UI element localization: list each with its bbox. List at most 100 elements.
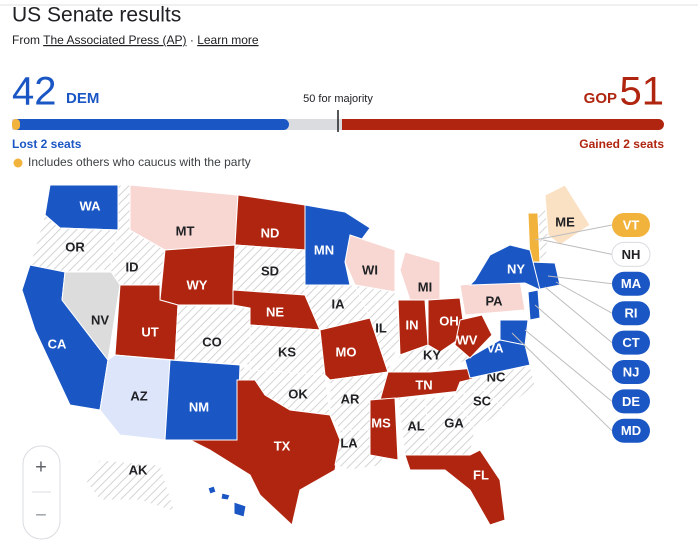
map: WA OR CA NV ID MT WY UT CO AZ NM ND SD NE KS OK TX MN IA MO… <box>21 184 651 526</box>
state-label: IL <box>375 320 387 335</box>
dem-party: DEM <box>66 90 99 107</box>
callout-line <box>511 332 613 432</box>
state-shape <box>234 194 306 251</box>
callout-label: DE <box>622 394 640 409</box>
state-label: HI <box>207 500 220 515</box>
dem-seats: 42 <box>12 70 57 114</box>
state-label: LA <box>340 435 358 450</box>
callout-pill <box>612 271 650 296</box>
majority-label: 50 for majority <box>303 93 373 105</box>
state-label: ID <box>126 259 139 274</box>
callout-label: NH <box>622 247 641 262</box>
state-label: CA <box>48 336 67 351</box>
state-label: OH <box>439 313 459 328</box>
state-label: NY <box>507 261 525 276</box>
callout-pill <box>612 213 650 237</box>
state-shape <box>464 339 531 379</box>
state-shape <box>159 244 236 306</box>
state-label: TN <box>415 377 432 392</box>
callout-pill <box>611 241 651 267</box>
state-label: AL <box>407 418 424 433</box>
bar-dem <box>12 119 289 130</box>
state-label: IN <box>406 317 419 332</box>
state-label: MS <box>371 415 391 430</box>
callout-line <box>544 286 613 343</box>
state-label: ND <box>261 225 280 240</box>
state-label: MO <box>336 344 357 359</box>
state-shape <box>233 501 247 518</box>
title: US Senate results <box>12 4 181 27</box>
state-label: AK <box>129 462 148 477</box>
callout-pill <box>612 301 650 326</box>
state-label: OK <box>288 386 308 401</box>
state-label: CO <box>202 334 222 349</box>
bar-others <box>12 119 20 130</box>
callout-label: MA <box>621 276 642 291</box>
state-label: MT <box>176 223 195 238</box>
state-label: FL <box>473 467 489 482</box>
state-label: GA <box>444 415 464 430</box>
state-label: ME <box>555 214 575 229</box>
state-shape <box>369 397 399 461</box>
callout-pill <box>612 418 650 443</box>
callout-line <box>547 275 613 285</box>
state-label: SD <box>261 263 279 278</box>
state-label: WY <box>187 277 208 292</box>
state-label: AZ <box>130 388 147 403</box>
state-label: WV <box>457 332 478 347</box>
state-shape <box>454 314 493 359</box>
state-shape <box>189 379 341 526</box>
source-link[interactable]: The Associated Press (AP) <box>43 33 186 47</box>
state-shape <box>84 459 176 513</box>
callout-line <box>524 329 613 402</box>
state-label: WA <box>80 198 102 213</box>
state-shape <box>424 394 476 456</box>
state-label: NV <box>91 312 109 327</box>
state-shape <box>387 344 471 373</box>
state-shape <box>537 203 549 263</box>
zoom-control: + − <box>22 445 61 540</box>
callout-label: CT <box>622 335 639 350</box>
state-shape <box>207 485 217 495</box>
callout-label: NJ <box>623 364 640 379</box>
callout-pill <box>612 360 650 384</box>
state-label: MI <box>418 279 432 294</box>
state-label: SC <box>473 393 492 408</box>
gop-seats: 51 <box>620 70 665 114</box>
callout-label: RI <box>625 306 638 321</box>
state-label: UT <box>141 324 158 339</box>
source-prefix: From <box>12 33 40 47</box>
callout-line <box>534 304 613 373</box>
others-note: Includes others who caucus with the part… <box>28 155 251 169</box>
gop-change: Gained 2 seats <box>579 137 664 151</box>
dem-change: Lost 2 seats <box>12 137 82 151</box>
callout-line <box>542 239 613 255</box>
state-shape <box>354 284 401 374</box>
learn-more-link[interactable]: Learn more <box>197 33 259 47</box>
state-label: MN <box>314 242 334 257</box>
state-label: TX <box>274 438 291 453</box>
state-label: PA <box>485 293 503 308</box>
state-label: IA <box>332 296 346 311</box>
callout-line <box>534 224 613 241</box>
zoom-out[interactable]: − <box>35 504 47 526</box>
callout-pill <box>612 330 650 355</box>
state-label: WI <box>362 262 378 277</box>
callout-pill <box>612 389 650 414</box>
state-label: VA <box>486 340 504 355</box>
zoom-in[interactable]: + <box>35 456 47 478</box>
gop-party: GOP <box>584 90 617 107</box>
state-shape <box>544 184 591 246</box>
state-label: KS <box>278 344 296 359</box>
separator: · <box>190 33 194 47</box>
state-label: KY <box>423 347 441 362</box>
state-shape <box>427 297 466 353</box>
source-line: From The Associated Press (AP) · Learn m… <box>12 33 259 47</box>
state-label: OR <box>65 239 85 254</box>
callout-line <box>555 281 613 314</box>
state-label: NE <box>266 304 284 319</box>
state-shape <box>404 449 506 526</box>
state-shape <box>220 492 231 501</box>
callout-label: MD <box>621 423 641 438</box>
